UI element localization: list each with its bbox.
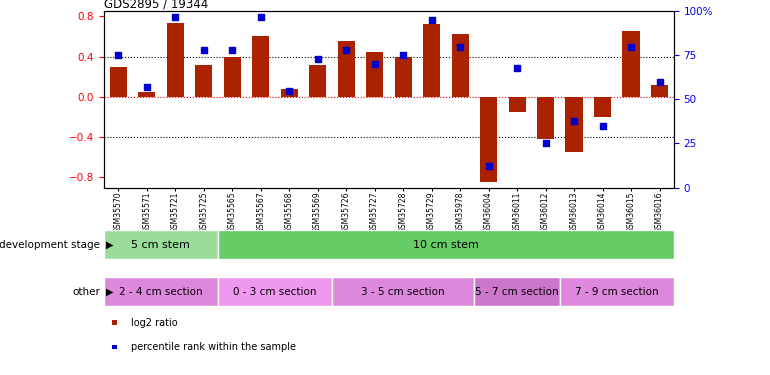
- Bar: [218, 230, 674, 259]
- Bar: [366, 51, 383, 97]
- Bar: [138, 92, 156, 97]
- Bar: [104, 230, 218, 259]
- Bar: [166, 23, 184, 97]
- Bar: [109, 67, 127, 97]
- Bar: [423, 24, 440, 97]
- Point: [511, 64, 524, 70]
- Text: 5 - 7 cm section: 5 - 7 cm section: [475, 286, 559, 297]
- Bar: [394, 57, 412, 97]
- Point: [397, 53, 410, 58]
- Bar: [508, 97, 526, 112]
- Bar: [337, 42, 355, 97]
- Point: [567, 117, 581, 123]
- Text: 0 - 3 cm section: 0 - 3 cm section: [233, 286, 316, 297]
- Bar: [252, 36, 270, 97]
- Text: 2 - 4 cm section: 2 - 4 cm section: [119, 286, 203, 297]
- Point: [112, 53, 125, 58]
- Bar: [309, 64, 326, 97]
- Bar: [480, 97, 497, 183]
- Bar: [218, 277, 332, 306]
- Point: [625, 44, 638, 50]
- Point: [340, 47, 353, 53]
- Point: [368, 61, 380, 67]
- Text: log2 ratio: log2 ratio: [131, 318, 178, 327]
- Bar: [537, 97, 554, 139]
- Bar: [104, 277, 218, 306]
- Point: [311, 56, 323, 62]
- Text: GDS2895 / 19344: GDS2895 / 19344: [104, 0, 208, 10]
- Text: ▶: ▶: [105, 286, 113, 297]
- Point: [482, 164, 494, 170]
- Point: [254, 13, 266, 20]
- Text: ▶: ▶: [105, 240, 113, 250]
- Text: 10 cm stem: 10 cm stem: [413, 240, 479, 250]
- Bar: [223, 57, 241, 97]
- Bar: [280, 89, 298, 97]
- Bar: [560, 277, 674, 306]
- Bar: [622, 32, 640, 97]
- Bar: [195, 64, 213, 97]
- Point: [140, 84, 152, 90]
- Bar: [565, 97, 583, 152]
- Bar: [474, 277, 560, 306]
- Text: 7 - 9 cm section: 7 - 9 cm section: [575, 286, 658, 297]
- Bar: [651, 85, 668, 97]
- Point: [283, 88, 296, 94]
- Bar: [594, 97, 611, 117]
- Point: [197, 47, 209, 53]
- Point: [454, 44, 467, 50]
- Text: 5 cm stem: 5 cm stem: [132, 240, 190, 250]
- Point: [169, 13, 182, 20]
- Text: 3 - 5 cm section: 3 - 5 cm section: [361, 286, 445, 297]
- Point: [539, 141, 551, 147]
- Text: other: other: [72, 286, 100, 297]
- Point: [226, 47, 239, 53]
- Bar: [332, 277, 474, 306]
- Point: [653, 79, 665, 85]
- Bar: [451, 34, 469, 97]
- Point: [425, 17, 437, 23]
- Text: percentile rank within the sample: percentile rank within the sample: [131, 342, 296, 352]
- Text: development stage: development stage: [0, 240, 100, 250]
- Point: [596, 123, 608, 129]
